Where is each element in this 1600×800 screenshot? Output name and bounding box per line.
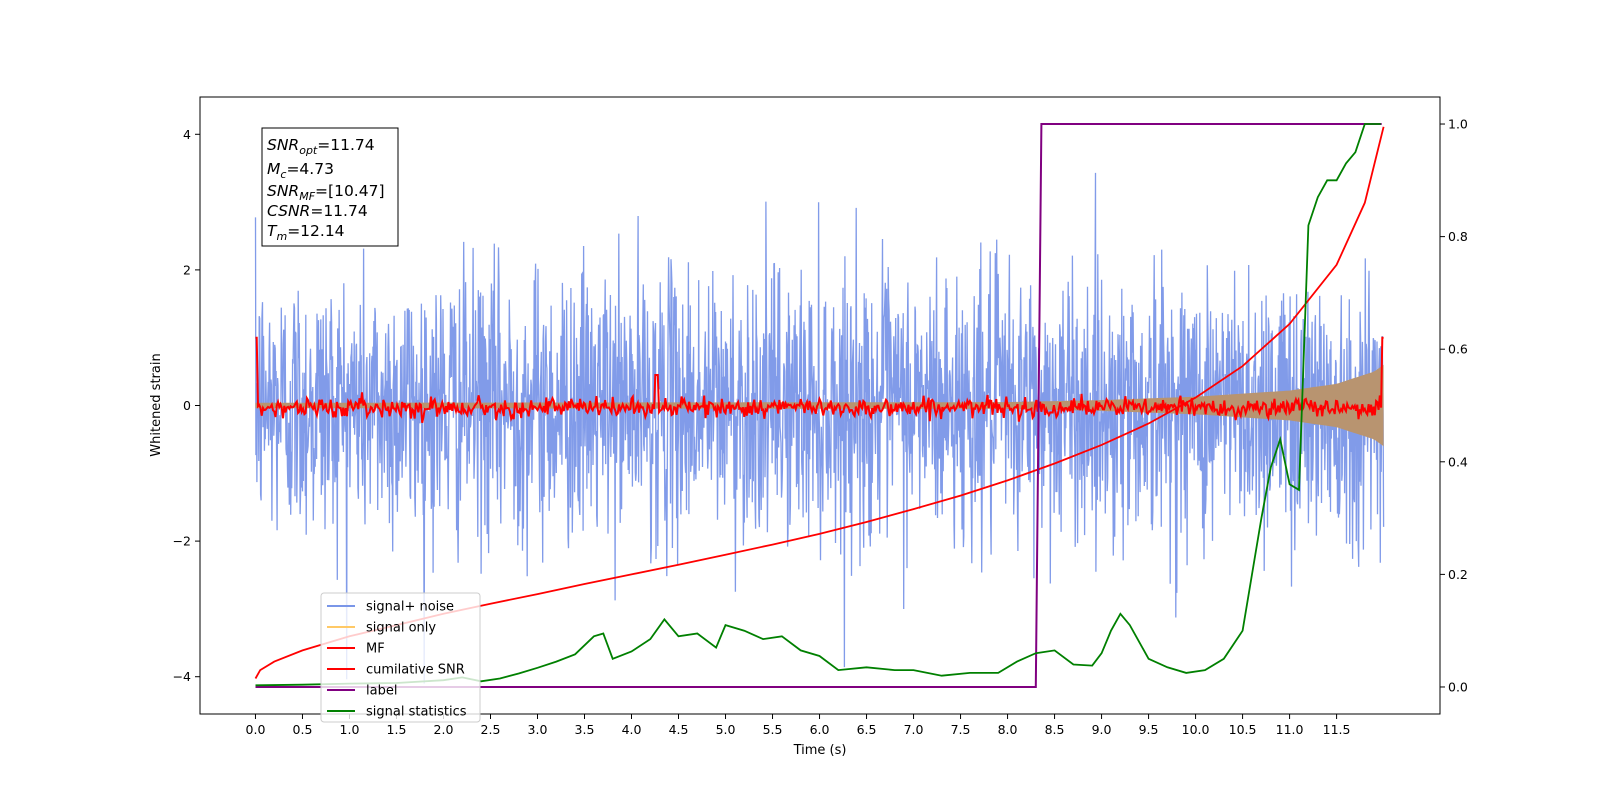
x-tick-label: 4.0: [622, 722, 642, 737]
info-val: =11.74: [317, 136, 374, 154]
info-box: SNRopt=11.74 Mc=4.73 SNRMF=[10.47] CSNR=…: [261, 127, 399, 247]
x-tick-label: 10.5: [1229, 722, 1257, 737]
x-tick-label: 0.0: [246, 722, 266, 737]
x-tick-label: 7.0: [904, 722, 924, 737]
y-right-tick-label: 0.2: [1448, 567, 1468, 582]
info-sub: c: [280, 168, 286, 181]
x-tick-label: 2.5: [481, 722, 501, 737]
legend: signal+ noise signal only MF cumilative SNR…: [320, 592, 481, 723]
y-left-tick-label: 4: [183, 127, 191, 142]
info-sym: T: [267, 222, 278, 240]
y-axis-title: Whitened strain: [149, 353, 164, 456]
info-box-frame: [261, 127, 399, 247]
x-tick-label: 8.5: [1045, 722, 1065, 737]
legend-label: label: [366, 684, 397, 699]
legend-label: signal only: [366, 621, 436, 636]
legend-label: signal+ noise: [366, 600, 454, 615]
info-val: =11.74: [310, 202, 367, 220]
x-tick-label: 11.5: [1323, 722, 1351, 737]
y-right-tick-label: 0.0: [1448, 679, 1468, 694]
x-axis: 0.0 0.5 1.0 1.5 2.0 2.5 3.0 3.5 4.0 4.5 5.0 5.5 6.0 6…: [246, 714, 1351, 737]
series-mf: [255, 336, 1384, 424]
x-tick-label: 2.0: [434, 722, 454, 737]
series-signal-only: [255, 364, 1384, 447]
y-right-tick-label: 0.4: [1448, 454, 1468, 469]
x-tick-label: 10.0: [1182, 722, 1210, 737]
info-val: =4.73: [286, 160, 334, 178]
x-tick-label: 8.0: [998, 722, 1018, 737]
x-tick-label: 6.0: [810, 722, 830, 737]
series-label: [255, 123, 1382, 688]
info-line-snr-opt: SNRopt=11.74: [267, 136, 375, 157]
y-axis-right: 0.0 0.2 0.4 0.6 0.8 1.0: [1440, 117, 1468, 694]
info-sym: SNR: [267, 136, 299, 154]
y-left-tick-label: 2: [183, 262, 191, 277]
info-sym: M: [267, 160, 280, 178]
info-sub: MF: [299, 190, 315, 203]
info-sym: CSNR: [267, 202, 310, 220]
y-right-tick-label: 0.6: [1448, 342, 1468, 357]
x-tick-label: 6.5: [857, 722, 877, 737]
legend-label: cumilative SNR: [366, 663, 465, 678]
y-axis-left: −4 −2 0 2 4: [173, 127, 200, 684]
info-val: =12.14: [287, 222, 344, 240]
info-line-tm: Tm=12.14: [267, 222, 345, 243]
info-line-csnr: CSNR=11.74: [267, 202, 368, 220]
series-signal-statistics: [255, 123, 1381, 687]
x-tick-label: 9.0: [1092, 722, 1112, 737]
x-tick-label: 5.5: [763, 722, 783, 737]
info-sub: m: [276, 230, 287, 243]
x-tick-label: 4.5: [669, 722, 689, 737]
x-tick-label: 1.5: [387, 722, 407, 737]
x-tick-label: 1.0: [340, 722, 360, 737]
info-line-snr-mf: SNRMF=[10.47]: [267, 182, 385, 203]
info-line-mc: Mc=4.73: [267, 160, 334, 181]
info-sym: SNR: [267, 182, 299, 200]
x-axis-title: Time (s): [793, 743, 847, 758]
x-tick-label: 3.0: [528, 722, 548, 737]
x-tick-label: 5.0: [716, 722, 736, 737]
y-left-tick-label: −4: [173, 669, 191, 684]
y-right-tick-label: 1.0: [1448, 117, 1468, 132]
series-signal-noise: [254, 172, 1385, 684]
legend-label: signal statistics: [366, 705, 467, 720]
x-tick-label: 7.5: [951, 722, 971, 737]
legend-label: MF: [366, 642, 385, 657]
x-tick-label: 3.5: [575, 722, 595, 737]
x-tick-label: 9.5: [1139, 722, 1159, 737]
x-tick-label: 0.5: [293, 722, 313, 737]
y-left-tick-label: 0: [183, 398, 191, 413]
info-val: =[10.47]: [315, 182, 384, 200]
legend-frame: [320, 592, 481, 723]
y-right-tick-label: 0.8: [1448, 229, 1468, 244]
x-tick-label: 11.0: [1276, 722, 1304, 737]
y-left-tick-label: −2: [173, 534, 191, 549]
info-sub: opt: [299, 144, 318, 157]
